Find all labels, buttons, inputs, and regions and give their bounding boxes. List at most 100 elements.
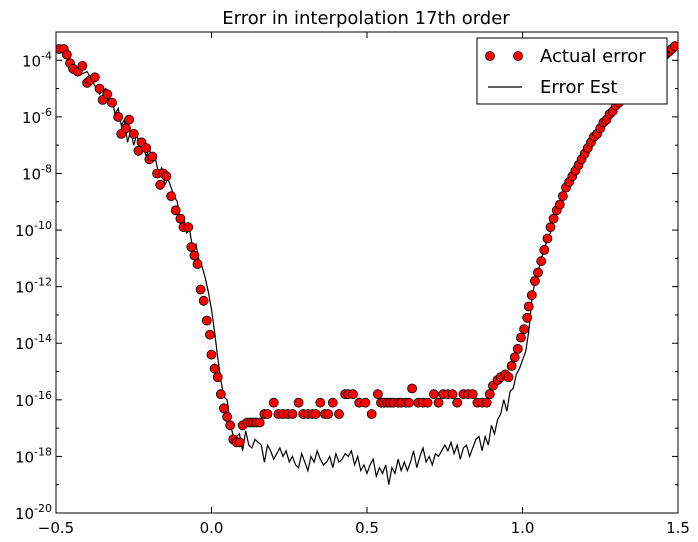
actual-error-point <box>293 397 304 408</box>
legend: Actual error Error Est <box>476 37 668 105</box>
actual-error-point <box>558 191 568 202</box>
chart-title: Error in interpolation 17th order <box>222 8 510 29</box>
actual-error-point <box>670 41 678 51</box>
actual-error-point <box>323 409 334 419</box>
actual-error-point <box>548 213 559 224</box>
error-est-series <box>56 42 678 485</box>
actual-error-point <box>530 276 540 286</box>
actual-error-point <box>183 222 194 233</box>
actual-error-point <box>452 397 463 408</box>
actual-error-point <box>334 409 344 419</box>
actual-error-point <box>509 352 520 363</box>
x-tick-label: −0.5 <box>38 519 74 537</box>
actual-error-point <box>212 372 223 383</box>
actual-error-point <box>348 389 358 400</box>
actual-error-point <box>310 409 321 419</box>
actual-error-point <box>155 179 166 190</box>
y-axis: 10-4 10-6 10-8 10-10 10-12 10-14 10-16 10-18 10-… <box>15 31 678 523</box>
error-est-line <box>56 42 678 485</box>
actual-error-point <box>254 417 265 428</box>
y-tick-label: 10-8 <box>22 162 52 183</box>
actual-error-point <box>195 284 206 295</box>
actual-error-point <box>218 403 229 414</box>
actual-error-point <box>262 409 273 419</box>
actual-error-point <box>77 61 88 71</box>
y-tick-label: 10-6 <box>22 106 52 127</box>
actual-error-point <box>141 143 152 153</box>
legend-label-error-est: Error Est <box>540 77 617 98</box>
actual-error-point <box>206 349 217 360</box>
actual-error-point <box>166 191 177 202</box>
actual-error-point <box>147 151 158 162</box>
actual-error-point <box>268 397 279 408</box>
y-tick-label: 10-12 <box>15 276 52 297</box>
actual-error-point <box>128 128 139 139</box>
actual-error-point <box>62 49 72 60</box>
actual-error-point <box>189 250 200 261</box>
actual-error-point <box>170 205 181 216</box>
x-tick-label: 1.5 <box>666 519 690 537</box>
actual-error-point <box>467 389 478 400</box>
actual-error-point <box>121 123 131 134</box>
actual-error-point <box>209 363 220 374</box>
actual-error-point <box>201 315 212 326</box>
legend-marker-red-dot <box>513 51 523 61</box>
y-tick-label: 10-10 <box>15 219 52 240</box>
x-tick-label: 1.0 <box>511 519 535 537</box>
actual-error-point <box>554 199 565 210</box>
actual-error-point <box>102 89 113 100</box>
actual-error-point <box>422 397 433 408</box>
actual-error-point <box>234 437 245 448</box>
actual-error-point <box>512 343 523 354</box>
legend-marker-red-dot <box>485 51 495 61</box>
y-tick-label: 10-14 <box>15 332 52 353</box>
actual-error-point <box>175 213 186 224</box>
actual-error-point <box>186 242 197 252</box>
actual-error-point <box>113 112 124 122</box>
actual-error-point <box>533 267 543 278</box>
actual-error-point <box>360 397 371 408</box>
actual-error-point <box>315 397 326 408</box>
actual-error-point <box>523 301 534 312</box>
actual-error-point <box>506 360 517 371</box>
actual-error-point <box>215 389 226 400</box>
actual-error-point <box>161 171 172 182</box>
actual-error-point <box>539 244 550 255</box>
actual-error-point <box>542 233 553 244</box>
y-tick-label: 10-4 <box>22 49 52 70</box>
actual-error-point <box>366 409 377 419</box>
actual-error-point <box>107 97 117 108</box>
y-tick-label: 10-20 <box>15 502 52 523</box>
actual-error-point <box>545 222 556 233</box>
actual-error-point <box>503 372 514 383</box>
actual-error-point <box>90 72 100 83</box>
actual-error-point <box>526 290 537 301</box>
actual-error-point <box>198 295 209 306</box>
actual-error-point <box>222 411 233 422</box>
actual-error-point <box>447 389 458 400</box>
actual-error-point <box>484 389 495 400</box>
actual-error-point <box>124 114 135 125</box>
actual-error-point <box>433 397 444 408</box>
actual-error-point <box>372 389 383 400</box>
actual-error-point <box>327 397 338 408</box>
actual-error-point <box>407 383 418 394</box>
legend-box <box>476 37 668 105</box>
actual-error-point <box>481 397 492 408</box>
actual-error-point <box>225 420 236 431</box>
actual-error-point <box>287 409 298 419</box>
actual-error-point <box>94 83 105 94</box>
actual-error-point <box>428 389 439 400</box>
actual-error-point <box>192 259 203 269</box>
actual-error-point <box>522 312 533 323</box>
actual-error-point <box>536 256 547 267</box>
actual-error-point <box>519 324 529 335</box>
x-tick-label: 0.5 <box>355 519 379 537</box>
x-axis: −0.5 0.0 0.5 1.0 1.5 <box>38 32 690 537</box>
actual-error-point <box>204 329 215 340</box>
legend-label-actual-error: Actual error <box>540 46 646 67</box>
actual-error-point <box>516 332 526 343</box>
y-tick-label: 10-16 <box>15 389 52 410</box>
actual-error-point <box>404 397 414 408</box>
